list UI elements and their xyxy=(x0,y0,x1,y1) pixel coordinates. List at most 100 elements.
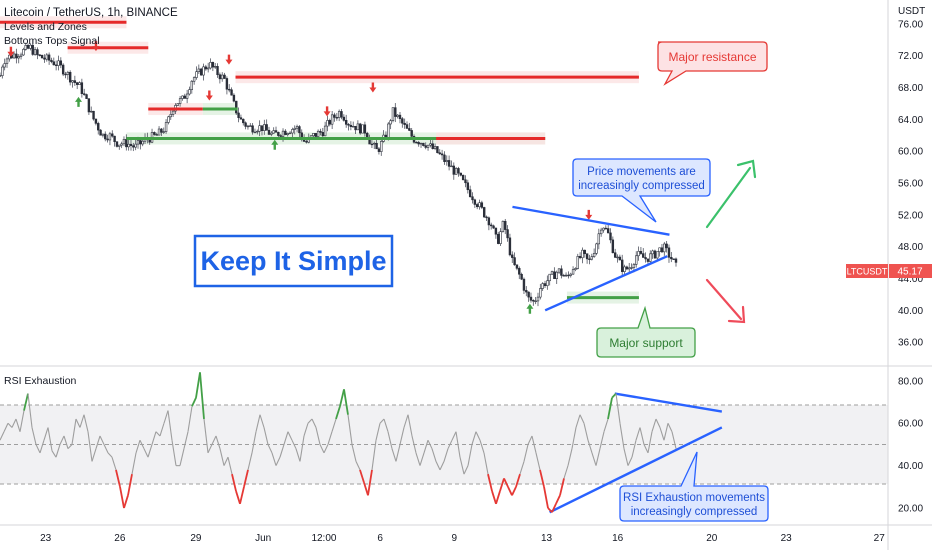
candle-body-287 xyxy=(670,257,673,260)
candle-body-14 xyxy=(31,44,34,55)
rsi-segment-63 xyxy=(251,431,257,454)
rsi-segment-94 xyxy=(375,423,381,441)
candle-body-1 xyxy=(1,66,4,76)
candle-body-57 xyxy=(132,145,135,148)
candle-body-256 xyxy=(597,233,601,245)
rsi-segment-72 xyxy=(287,431,293,441)
candle-body-16 xyxy=(36,49,39,56)
rsi-segment-59 xyxy=(235,490,241,505)
candle-body-197 xyxy=(459,172,463,176)
rsi-segment-162 xyxy=(647,431,653,454)
candle-body-215 xyxy=(501,220,505,232)
rsi-segment-78 xyxy=(311,418,317,428)
candle-body-79 xyxy=(183,95,186,99)
candle-body-91 xyxy=(211,62,215,68)
rsi-segment-49 xyxy=(195,372,201,398)
candle-body-47 xyxy=(108,133,112,141)
rsi-segment-68 xyxy=(271,452,277,466)
rsi-segment-84 xyxy=(335,406,341,420)
candle-body-191 xyxy=(445,160,448,162)
candle-body-6 xyxy=(12,53,16,59)
rsi-segment-152 xyxy=(607,397,613,420)
candle-body-112 xyxy=(260,125,264,132)
rsi-segment-128 xyxy=(511,486,517,496)
rsi-segment-27 xyxy=(107,452,113,458)
rsi-segment-157 xyxy=(627,456,633,466)
candle-body-115 xyxy=(267,129,271,135)
time-tick-6: 9 xyxy=(451,533,457,544)
candle-body-142 xyxy=(330,114,334,125)
rsi-segment-53 xyxy=(211,435,217,445)
price-tick-5: 56.00 xyxy=(898,179,923,190)
candle-body-111 xyxy=(258,125,261,132)
candle-body-217 xyxy=(506,229,509,239)
candle-body-69 xyxy=(160,128,163,133)
rsi-panel-label[interactable]: RSI Exhaustion xyxy=(4,375,77,387)
rsi-segment-70 xyxy=(279,444,285,458)
candle-body-53 xyxy=(122,139,126,145)
rsi-segment-74 xyxy=(295,448,301,462)
candle-body-194 xyxy=(452,165,455,175)
rsi-segment-103 xyxy=(411,435,417,454)
candle-body-114 xyxy=(265,124,268,131)
candle-body-268 xyxy=(625,266,629,270)
candle-body-255 xyxy=(595,243,598,254)
candle-body-9 xyxy=(19,54,23,57)
rsi-segment-13 xyxy=(51,450,57,458)
candle-body-22 xyxy=(50,59,53,63)
candle-body-102 xyxy=(237,112,240,118)
rsi-segment-151 xyxy=(603,418,609,432)
candle-body-147 xyxy=(342,116,346,121)
signal-bottom-2 xyxy=(75,96,83,107)
rsi-segment-80 xyxy=(319,444,325,454)
candle-body-269 xyxy=(628,267,631,270)
candle-body-110 xyxy=(256,130,259,133)
keep-simple-text: Keep It Simple xyxy=(200,246,386,276)
candle-body-179 xyxy=(417,142,420,145)
rsi-segment-79 xyxy=(315,427,321,445)
candle-body-216 xyxy=(504,220,507,230)
price-axis-unit: USDT xyxy=(898,6,925,17)
rsi-segment-14 xyxy=(55,444,61,458)
candle-body-66 xyxy=(153,132,156,135)
candle-body-249 xyxy=(581,249,584,259)
candle-body-192 xyxy=(447,160,451,167)
candle-body-95 xyxy=(221,74,224,80)
rsi-segment-113 xyxy=(451,431,457,441)
candle-body-273 xyxy=(637,250,640,257)
candle-body-28 xyxy=(64,73,67,76)
time-tick-7: 13 xyxy=(541,533,553,544)
candle-body-134 xyxy=(312,133,315,137)
rsi-segment-164 xyxy=(655,418,661,428)
candle-body-169 xyxy=(394,107,397,117)
price-compressed-line1: Price movements are xyxy=(587,166,696,178)
candle-body-189 xyxy=(440,153,444,156)
rsi-segment-7 xyxy=(27,393,33,428)
candle-body-135 xyxy=(314,133,317,137)
candle-body-33 xyxy=(75,82,79,85)
candle-body-157 xyxy=(366,132,369,138)
candle-body-21 xyxy=(47,54,51,61)
candle-body-259 xyxy=(604,227,608,230)
rsi-segment-87 xyxy=(347,414,353,445)
candle-body-121 xyxy=(281,130,285,137)
candle-body-212 xyxy=(494,227,498,235)
candle-body-11 xyxy=(24,44,27,50)
price-compressed-callout xyxy=(572,158,711,223)
rsi-segment-54 xyxy=(215,435,221,449)
major-support-text: Major support xyxy=(609,336,683,350)
rsi-segment-112 xyxy=(447,439,453,449)
candle-body-56 xyxy=(129,143,133,146)
candle-body-265 xyxy=(618,256,622,261)
candle-body-71 xyxy=(164,122,168,132)
indicator-levels-zones[interactable]: Levels and Zones xyxy=(4,21,87,33)
candle-body-277 xyxy=(646,258,650,262)
candle-body-144 xyxy=(335,117,339,119)
rsi-segment-76 xyxy=(303,423,309,437)
indicator-bottoms-tops[interactable]: Bottoms Tops Signal xyxy=(4,35,100,47)
candle-body-182 xyxy=(424,145,427,148)
candle-body-35 xyxy=(80,82,84,95)
rsi-segment-146 xyxy=(583,423,589,441)
rsi-segment-141 xyxy=(563,465,569,479)
